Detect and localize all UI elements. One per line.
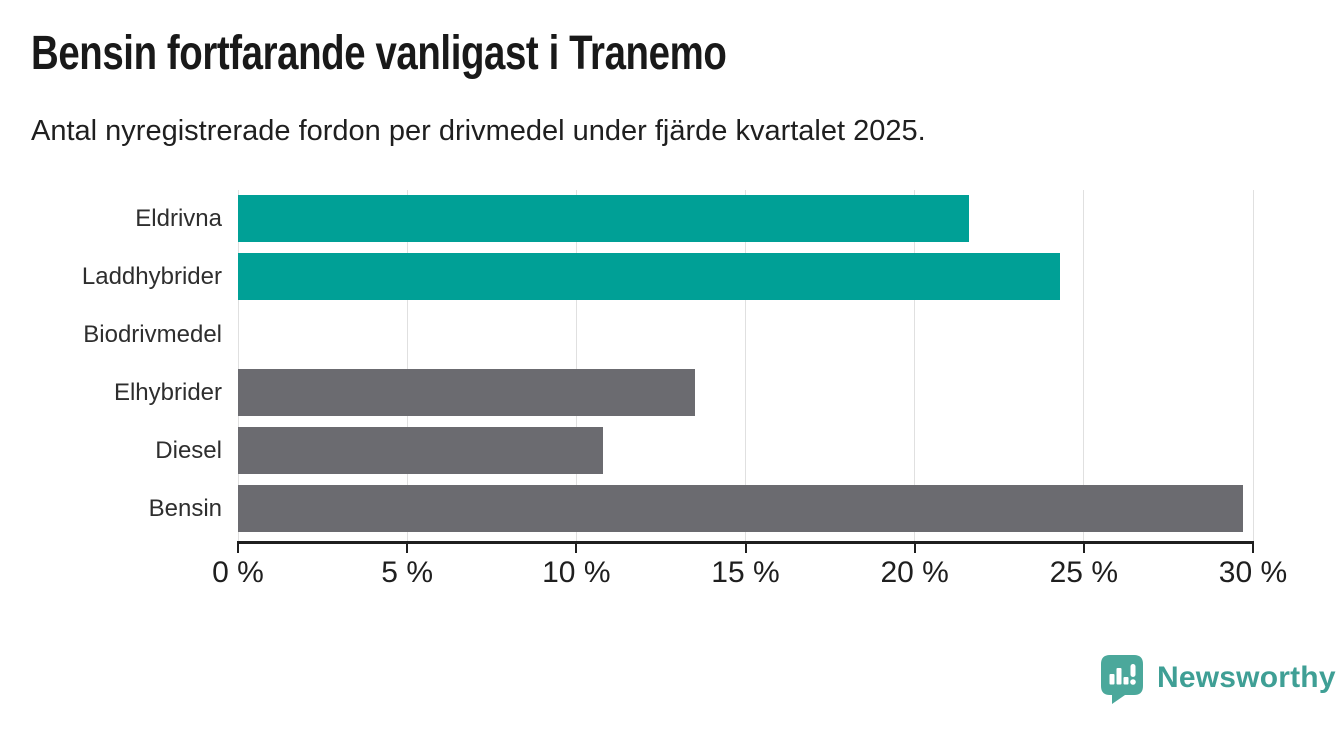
x-axis-line bbox=[237, 541, 1254, 544]
bar-bensin bbox=[238, 485, 1243, 532]
newsworthy-logo-icon bbox=[1101, 655, 1143, 704]
newsworthy-brand: Newsworthy bbox=[1101, 655, 1336, 705]
category-label: Biodrivmedel bbox=[83, 320, 222, 348]
x-axis-tick bbox=[1252, 544, 1254, 553]
page-title: Bensin fortfarande vanligast i Tranemo bbox=[31, 27, 727, 80]
x-axis-tick-label: 15 % bbox=[711, 556, 780, 589]
gridline bbox=[575, 190, 577, 542]
gridline bbox=[1083, 190, 1085, 542]
x-axis-tick-label: 0 % bbox=[212, 556, 264, 589]
gridline bbox=[406, 190, 408, 542]
x-axis-tick bbox=[575, 544, 578, 553]
x-axis-tick-label: 20 % bbox=[880, 556, 949, 589]
plot-area: 0 % 5 % 10 % 15 % 20 % 25 % 30 % bbox=[212, 190, 1287, 589]
x-axis-tick bbox=[237, 544, 239, 553]
gridline bbox=[1252, 190, 1254, 542]
gridline bbox=[914, 190, 916, 542]
x-axis-tick-label: 25 % bbox=[1049, 556, 1119, 589]
x-axis-tick-label: 5 % bbox=[381, 556, 433, 589]
gridline bbox=[237, 190, 239, 542]
newsworthy-brand-name: Newsworthy bbox=[1157, 661, 1336, 694]
bar-elhybrider bbox=[238, 369, 695, 416]
x-axis-tick bbox=[913, 544, 916, 553]
x-axis-tick bbox=[406, 544, 409, 553]
category-label: Eldrivna bbox=[135, 204, 222, 232]
bar-laddhybrider bbox=[238, 253, 1061, 300]
page-subtitle: Antal nyregistrerade fordon per drivmede… bbox=[31, 115, 926, 147]
x-axis-tick bbox=[1082, 544, 1085, 553]
x-axis-tick-label: 30 % bbox=[1218, 556, 1288, 589]
bar-diesel bbox=[238, 427, 604, 474]
category-label: Elhybrider bbox=[113, 378, 222, 406]
category-label: Diesel bbox=[155, 436, 222, 464]
bar-eldrivna bbox=[238, 195, 969, 242]
x-axis-tick bbox=[744, 544, 747, 553]
category-label: Laddhybrider bbox=[81, 262, 222, 290]
x-axis-tick-label: 10 % bbox=[542, 556, 611, 589]
category-label: Bensin bbox=[148, 494, 222, 522]
category-axis-labels: Eldrivna Laddhybrider Biodrivmedel Elhybrid… bbox=[0, 190, 222, 542]
gridline bbox=[745, 190, 746, 542]
